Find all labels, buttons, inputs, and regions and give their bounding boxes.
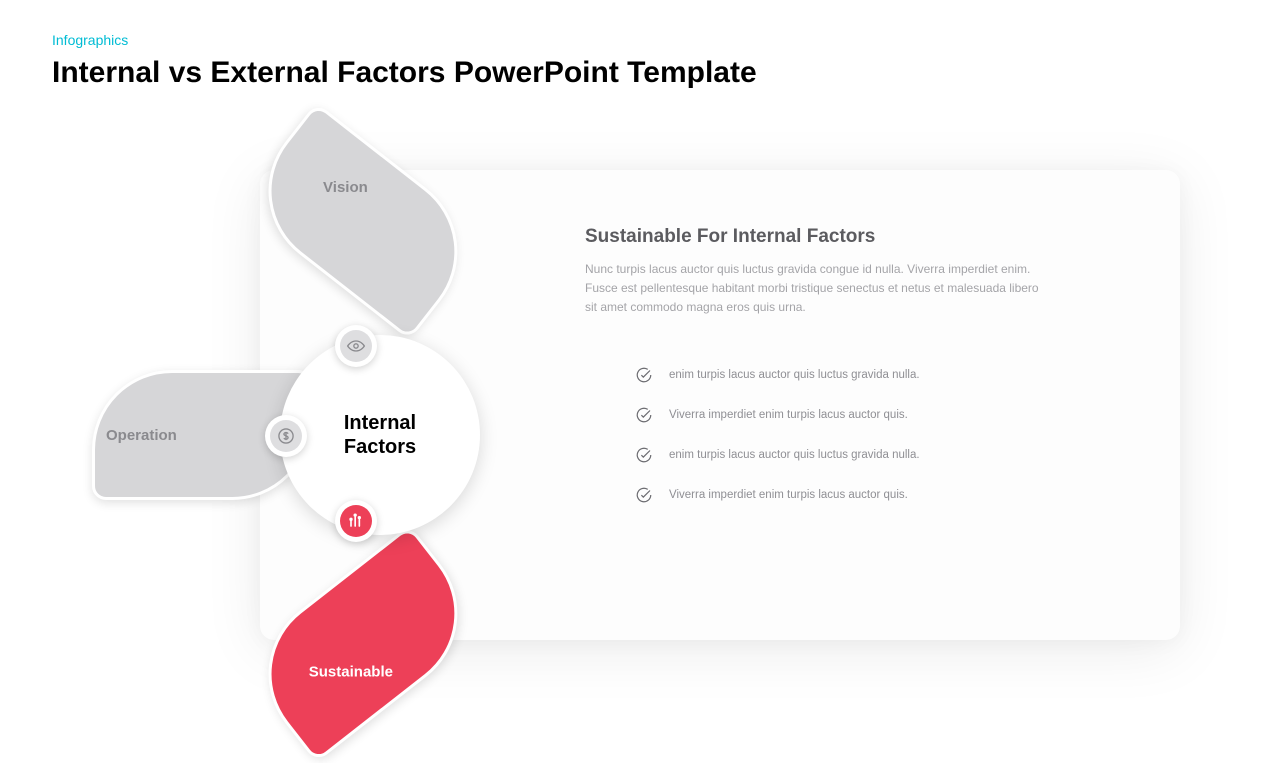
content-panel: Sustainable For Internal Factors Nunc tu… [585,226,1145,526]
list-item: Viverra imperdiet enim turpis lacus auct… [635,406,1145,424]
page-header: Infographics Internal vs External Factor… [52,32,757,90]
icon-badge-vision [335,325,377,367]
content-title: Sustainable For Internal Factors [585,226,1145,248]
icon-badge-sustainable [335,500,377,542]
petal-sustainable[interactable]: Sustainable [236,525,489,763]
page-title: Internal vs External Factors PowerPoint … [52,56,757,90]
list-item: Viverra imperdiet enim turpis lacus auct… [635,486,1145,504]
breadcrumb[interactable]: Infographics [52,32,757,48]
list-item: enim turpis lacus auctor quis luctus gra… [635,366,1145,384]
eye-icon [340,330,372,362]
check-icon [635,446,653,464]
dollar-icon [270,420,302,452]
bullet-text: enim turpis lacus auctor quis luctus gra… [669,449,920,461]
bullet-text: enim turpis lacus auctor quis luctus gra… [669,369,920,381]
check-icon [635,366,653,384]
bullet-text: Viverra imperdiet enim turpis lacus auct… [669,409,908,421]
center-circle: InternalFactors [295,350,465,520]
icon-badge-operation [265,415,307,457]
petal-vision-label: Vision [265,175,368,196]
petal-sustainable-label: Sustainable [262,663,392,680]
check-icon [635,406,653,424]
chart-icon [340,505,372,537]
internal-factors-diagram: Vision Operation Sustainable InternalFac… [140,180,540,640]
check-icon [635,486,653,504]
petal-vision-shape [236,102,489,340]
petal-vision[interactable]: Vision [236,102,489,340]
bullet-list: enim turpis lacus auctor quis luctus gra… [635,366,1145,504]
list-item: enim turpis lacus auctor quis luctus gra… [635,446,1145,464]
content-paragraph: Nunc turpis lacus auctor quis luctus gra… [585,260,1045,318]
center-label: InternalFactors [344,411,416,459]
bullet-text: Viverra imperdiet enim turpis lacus auct… [669,489,908,501]
petal-operation-label: Operation [92,427,177,444]
petal-sustainable-shape [236,525,489,763]
